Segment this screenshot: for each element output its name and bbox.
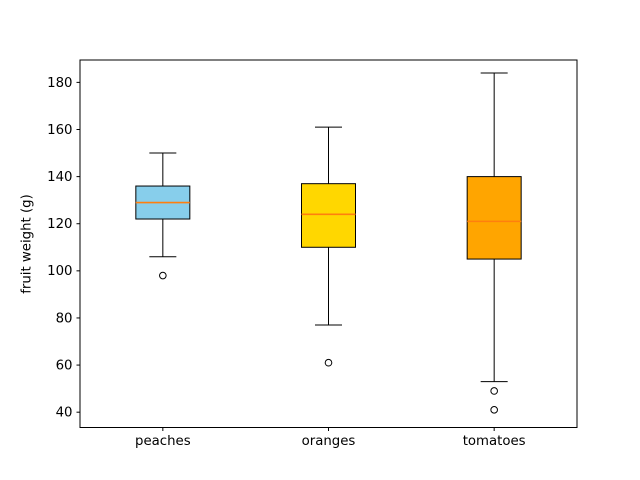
y-tick-label: 160 <box>47 123 72 138</box>
y-tick-label: 100 <box>47 264 72 279</box>
iqr-box <box>466 176 522 260</box>
outlier-point <box>490 406 498 414</box>
x-tick-label: peaches <box>135 434 191 449</box>
y-tick-label: 40 <box>56 406 73 421</box>
x-tick-label: tomatoes <box>463 434 526 449</box>
outlier-point <box>324 358 333 367</box>
y-tick-label: 140 <box>47 170 72 185</box>
outlier-point <box>159 271 167 280</box>
x-tick-label: oranges <box>302 434 356 449</box>
y-tick-label: 80 <box>56 311 73 326</box>
y-tick-label: 120 <box>47 217 72 232</box>
y-tick-label: 180 <box>47 76 72 91</box>
y-tick-label: 60 <box>56 358 73 373</box>
iqr-box <box>301 183 356 248</box>
outlier-point <box>490 387 498 395</box>
y-axis-label: fruit weight (g) <box>19 194 35 294</box>
